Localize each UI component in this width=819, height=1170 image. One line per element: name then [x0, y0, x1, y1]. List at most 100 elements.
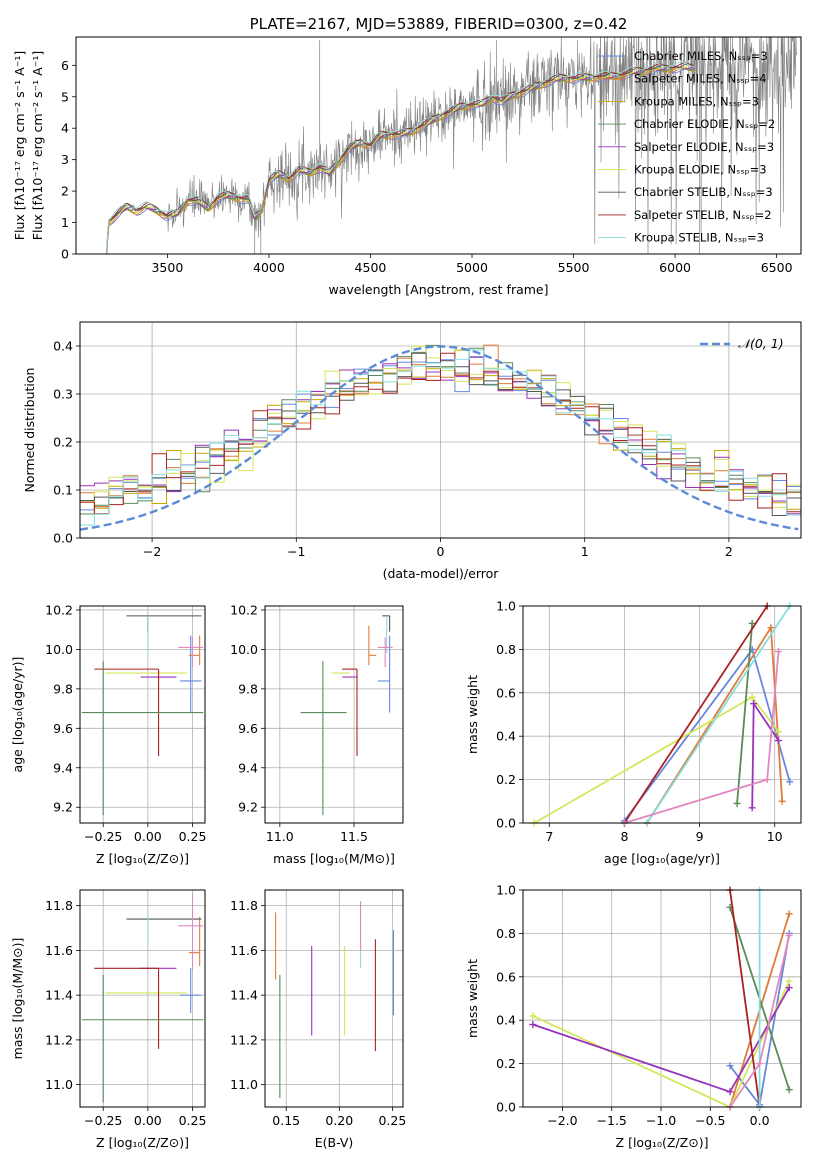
y-tick-label: 0.4	[496, 1013, 516, 1028]
y-tick-label: 11.0	[230, 1077, 258, 1092]
y-tick-label: 9.6	[53, 721, 73, 736]
axes-frame	[79, 889, 206, 1108]
y-tick-label: 0.6	[496, 969, 516, 984]
axes-frame	[75, 36, 802, 255]
x-tick-label: 0.25	[179, 1113, 207, 1128]
x-tick-label: 11.5	[340, 829, 368, 844]
y-tick-label: 11.6	[45, 943, 73, 958]
y-tick-label: 9.2	[238, 800, 258, 815]
y-tick-label: 11.2	[230, 1032, 258, 1047]
x-tick-label: 0.00	[134, 1113, 162, 1128]
y-tick-label: 1.0	[496, 883, 516, 898]
spectrum-panel: PLATE=2167, MJD=53889, FIBERID=0300, z=0…	[12, 15, 802, 297]
x-axis-label: (data-model)/error	[383, 566, 500, 581]
x-tick-label: 8	[620, 829, 628, 844]
x-tick-label: 0.15	[272, 1113, 300, 1128]
y-tick-label: 0.4	[496, 729, 516, 744]
y-tick-label: 0.1	[53, 483, 73, 498]
y-tick-label: 9.6	[238, 721, 258, 736]
axes-frame	[264, 605, 404, 824]
y-axis-label: mass [log₁₀(M/M⊙)]	[10, 938, 25, 1060]
y-axis-label: mass weight	[465, 675, 480, 754]
legend-entry: Chabrier STELIB, Nₛₛₚ=3	[634, 185, 773, 199]
y-tick-label: 11.8	[45, 898, 73, 913]
model-line-kroupa_stelib	[106, 61, 695, 254]
y-tick-label: 9.8	[53, 681, 73, 696]
x-tick-label: −1.0	[646, 1113, 676, 1128]
y-tick-label: 0	[61, 247, 69, 262]
y-axis-label: Normed distribution	[22, 368, 37, 493]
x-tick-label: −0.5	[695, 1113, 725, 1128]
y-tick-label: 5	[61, 89, 69, 104]
legend-entry: Salpeter MILES, Nₛₛₚ=4	[634, 72, 767, 86]
x-tick-label: 3500	[151, 260, 183, 275]
y-tick-label: 11.0	[45, 1077, 73, 1092]
legend: Chabrier MILES, Nₛₛₚ=3 Salpeter MILES, Nₛ…	[598, 49, 775, 245]
y-tick-label: 10.0	[45, 642, 73, 657]
y-tick-label: 2	[61, 184, 69, 199]
x-tick-label: −1.5	[597, 1113, 627, 1128]
y-tick-label: 9.2	[53, 800, 73, 815]
y-tick-label: 0.0	[496, 816, 516, 831]
y-tick-label: 4	[61, 121, 69, 136]
y-axis-label: mass weight	[465, 959, 480, 1038]
residuals-panel: −2 −1 0 1 2 0.0 0.1 0.2 0.3 0.4 (data-model)/error…	[22, 321, 802, 581]
normal-curve	[80, 345, 799, 531]
model-line-salpeter_stelib	[106, 62, 696, 254]
weight-line	[736, 623, 754, 804]
y-tick-label: 0.8	[496, 642, 516, 657]
y-axis-label: age [log₁₀(age/yr)]	[10, 657, 25, 773]
x-tick-label: 10	[767, 829, 783, 844]
y-tick-label: 11.8	[230, 898, 258, 913]
legend-entry: Salpeter ELODIE, Nₛₛₚ=3	[634, 140, 774, 154]
x-tick-label: −2.0	[547, 1113, 577, 1128]
x-tick-label: 5000	[456, 260, 488, 275]
y-tick-label: 10.0	[230, 642, 258, 657]
x-axis-label: age [log₁₀(age/yr)]	[604, 851, 720, 866]
weight-line	[646, 606, 791, 823]
y-tick-label: 9.4	[238, 760, 258, 775]
x-tick-label: −1	[287, 544, 305, 559]
legend-entry: Salpeter STELIB, Nₛₛₚ=2	[634, 208, 772, 222]
y-tick-label: 0.2	[496, 772, 516, 787]
y-tick-label: 11.4	[230, 988, 258, 1003]
legend-entry: 𝒩(0, 1)	[738, 336, 784, 351]
x-axis-label: E(B-V)	[315, 1135, 354, 1150]
legend: 𝒩(0, 1)	[700, 336, 784, 351]
x-axis-label: Z [log₁₀(Z/Z⊙)]	[616, 1135, 709, 1150]
x-tick-label: 1	[581, 544, 589, 559]
y-tick-label: 0.6	[496, 685, 516, 700]
x-tick-label: 6000	[659, 260, 691, 275]
legend-entry: Chabrier ELODIE, Nₛₛₚ=2	[634, 117, 775, 131]
x-axis-label: Z [log₁₀(Z/Z⊙)]	[96, 1135, 189, 1150]
y-tick-label: 0.3	[53, 387, 73, 402]
x-axis-label: wavelength [Angstrom, rest frame]	[328, 282, 548, 297]
x-tick-label: 9	[696, 829, 704, 844]
x-axis-label: mass [log₁₀(M/M⊙)]	[273, 851, 395, 866]
x-tick-label: 0	[437, 544, 445, 559]
axes-frame	[264, 889, 404, 1108]
y-tick-label: 0.8	[496, 926, 516, 941]
axes-frame	[79, 321, 802, 539]
y-tick-label: 11.6	[230, 943, 258, 958]
x-tick-label: −2	[143, 544, 161, 559]
x-tick-label: 5500	[558, 260, 590, 275]
axes-frame	[79, 605, 206, 824]
y-tick-label: 10.2	[230, 602, 258, 617]
x-tick-label: 0.20	[325, 1113, 353, 1128]
x-tick-label: −0.25	[84, 1113, 122, 1128]
x-tick-label: 4000	[253, 260, 285, 275]
x-tick-label: 0.25	[378, 1113, 406, 1128]
y-tick-label: 11.4	[45, 988, 73, 1003]
mass_vs_ebv-panel: 0.15 0.20 0.25 11.0 11.2 11.4 11.6 11.8 E(B-V)	[230, 889, 406, 1150]
x-tick-label: 0.00	[134, 829, 162, 844]
y-tick-label: 0.0	[53, 531, 73, 546]
y-tick-label: 3	[61, 152, 69, 167]
histogram-kroupa_stelib	[80, 349, 801, 526]
weight_vs_age-panel: 7 8 9 10 0.0 0.2 0.4 0.6 0.8 1.0 age [log₁₀(age/yr…	[465, 599, 802, 866]
x-tick-label: −0.25	[84, 829, 122, 844]
x-tick-label: 11.0	[266, 829, 294, 844]
weight-line	[623, 647, 791, 822]
age_vs_mass-panel: 11.0 11.5 9.2 9.4 9.6 9.8 10.0 10.2 mass [log₁₀(…	[230, 602, 404, 866]
